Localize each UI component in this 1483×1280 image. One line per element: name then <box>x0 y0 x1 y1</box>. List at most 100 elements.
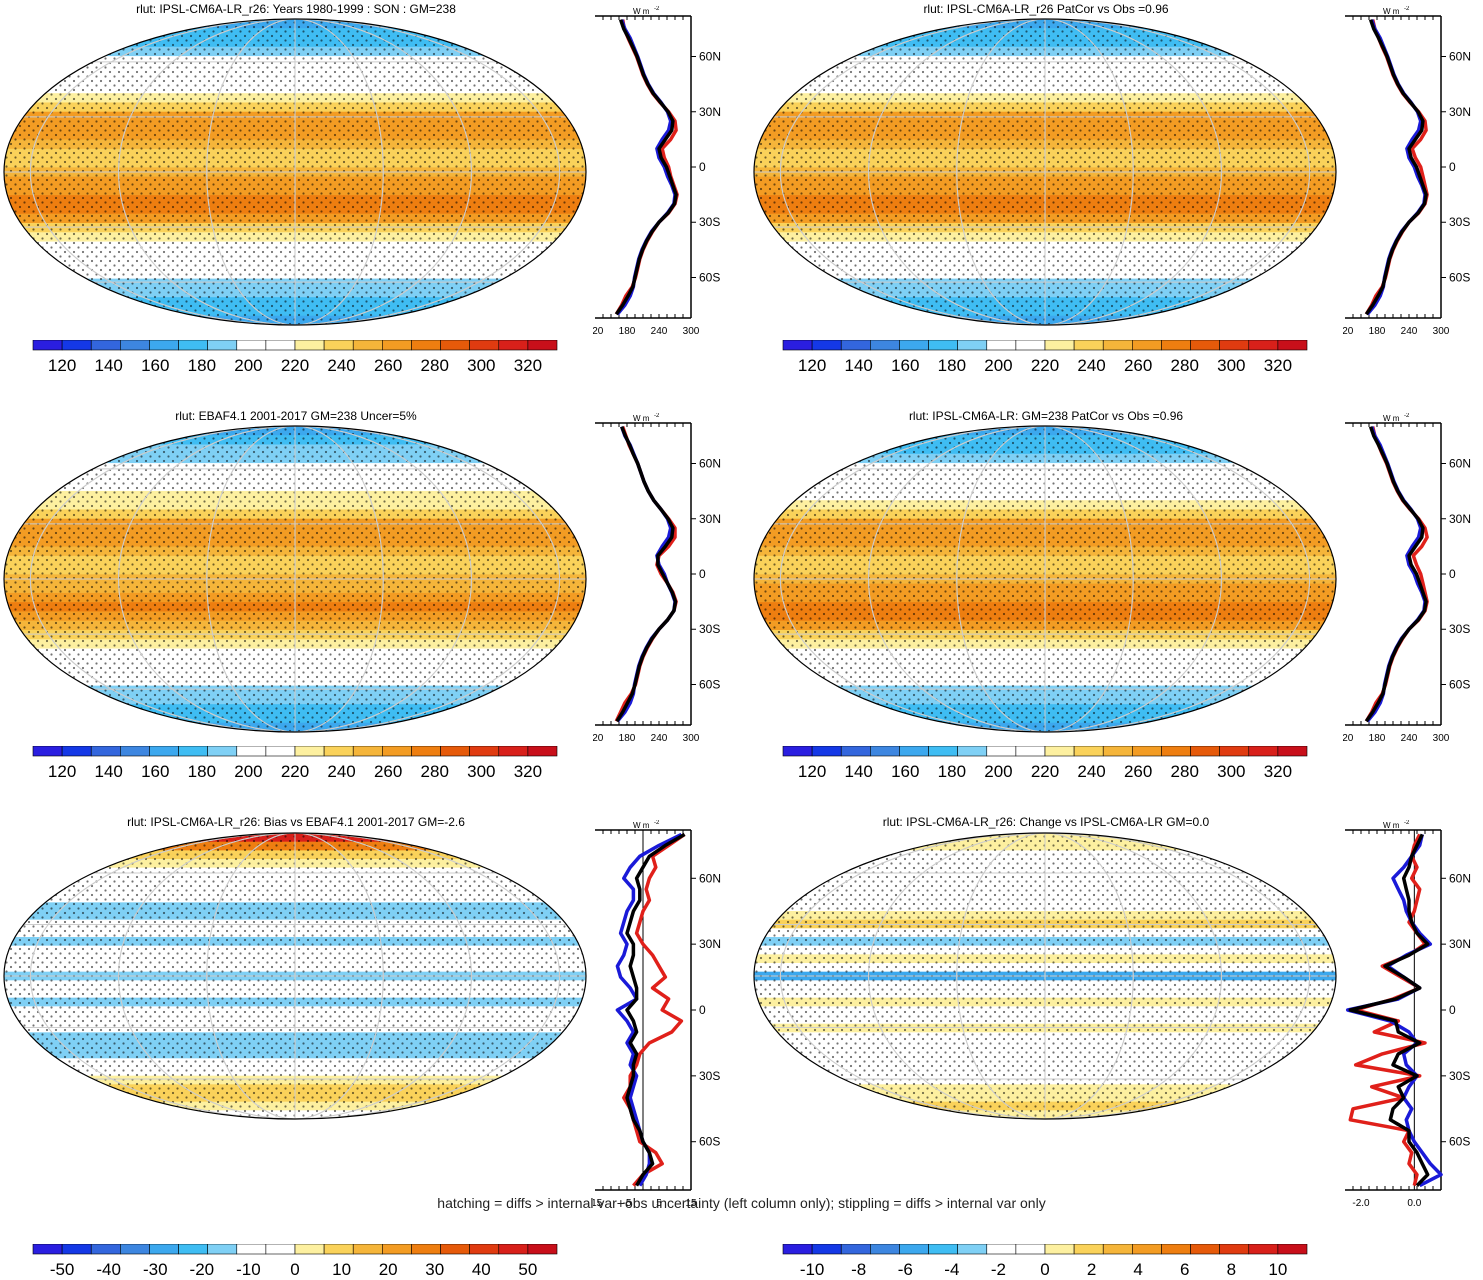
colorbar-swatch <box>91 1244 120 1254</box>
colorbar-swatch <box>870 340 899 350</box>
colorbar-tick: 160 <box>891 762 919 781</box>
colorbar-swatch <box>470 1244 499 1254</box>
colorbar-tick: 280 <box>421 762 449 781</box>
lat-tick-label: 0 <box>699 160 706 174</box>
colorbar-tick: 280 <box>421 356 449 375</box>
colorbar-swatch <box>295 746 324 756</box>
colorbar-swatch <box>1191 1244 1220 1254</box>
lat-tick-label: 60S <box>1449 677 1470 691</box>
colorbar-swatch <box>266 340 295 350</box>
zonal-x-tick-label: 180 <box>1369 733 1386 744</box>
units-exponent: -2 <box>654 413 660 419</box>
colorbar-swatch <box>841 1244 870 1254</box>
colorbar-swatch <box>149 746 178 756</box>
zonal-mean-line <box>1366 20 1426 315</box>
panel-title: rlut: IPSL-CM6A-LR_r26: Change vs IPSL-C… <box>746 815 1346 829</box>
colorbar-swatch <box>870 746 899 756</box>
colorbar-swatch <box>812 340 841 350</box>
colorbar-swatch <box>783 340 812 350</box>
zonal-x-tick-label: 300 <box>1433 733 1450 744</box>
colorbar-tick: -2 <box>991 1260 1006 1279</box>
units-label: W m <box>633 414 650 423</box>
colorbar-tick: 120 <box>48 356 76 375</box>
zonal-x-tick-label: 240 <box>651 326 668 337</box>
zonal-x-tick-label: 300 <box>683 326 700 337</box>
colorbar-tick: 50 <box>518 1260 537 1279</box>
colorbar-tick: 8 <box>1227 1260 1236 1279</box>
colorbar-swatch <box>1074 746 1103 756</box>
map-plot <box>750 830 1340 1122</box>
units-label: W m <box>1383 821 1400 830</box>
colorbar-swatch <box>1161 746 1190 756</box>
colorbar-tick: 180 <box>188 356 216 375</box>
colorbar-swatch <box>1278 1244 1307 1254</box>
zonal-x-tick-label: 120 <box>1343 326 1354 337</box>
map-plot <box>750 16 1340 328</box>
lat-tick-label: 30N <box>1449 937 1471 951</box>
lat-tick-label: 60S <box>699 270 720 284</box>
colorbar-tick: 180 <box>188 762 216 781</box>
colorbar-swatch <box>120 1244 149 1254</box>
lat-tick-label: 30N <box>1449 105 1471 119</box>
units-exponent: -2 <box>654 820 660 826</box>
colorbar-swatch <box>1016 340 1045 350</box>
colorbar-swatch <box>470 746 499 756</box>
colorbar-swatch <box>324 746 353 756</box>
colorbar-swatch <box>958 746 987 756</box>
colorbar-tick: 260 <box>374 356 402 375</box>
colorbar-swatch <box>812 1244 841 1254</box>
colorbar-swatch <box>1191 746 1220 756</box>
colorbar-swatch <box>411 340 440 350</box>
map-plot <box>0 423 590 735</box>
colorbar-tick: 300 <box>1217 356 1245 375</box>
units-label: W m <box>633 7 650 16</box>
colorbar-swatch <box>1278 340 1307 350</box>
colorbar-swatch <box>899 1244 928 1254</box>
colorbar-swatch <box>1249 1244 1278 1254</box>
colorbar-tick: 260 <box>1124 762 1152 781</box>
map-plot <box>0 830 590 1122</box>
colorbar-swatch <box>1191 340 1220 350</box>
colorbar-tick: 240 <box>1077 762 1105 781</box>
zonal-mean-line <box>616 427 676 722</box>
lat-tick-label: 30S <box>699 622 720 636</box>
lat-tick-label: 30S <box>1449 215 1470 229</box>
lat-tick-label: 30N <box>699 937 721 951</box>
panel-title: rlut: IPSL-CM6A-LR_r26: Bias vs EBAF4.1 … <box>0 815 596 829</box>
colorbar-swatch <box>237 746 266 756</box>
panel-title: rlut: IPSL-CM6A-LR_r26 PatCor vs Obs =0.… <box>746 2 1346 16</box>
colorbar-tick: 240 <box>327 356 355 375</box>
zonal-x-tick-label: 240 <box>1401 733 1418 744</box>
colorbar-tick: -20 <box>190 1260 215 1279</box>
lat-tick-label: 30S <box>1449 1069 1470 1083</box>
colorbar-swatch <box>958 1244 987 1254</box>
zonal-x-tick-label: 120 <box>593 733 604 744</box>
colorbar-swatch <box>987 340 1016 350</box>
colorbar-swatch <box>295 340 324 350</box>
colorbar-swatch <box>1074 1244 1103 1254</box>
colorbar-swatch <box>149 1244 178 1254</box>
colorbar-swatch <box>958 340 987 350</box>
colorbar-tick: 260 <box>374 762 402 781</box>
colorbar-swatch <box>411 1244 440 1254</box>
colorbar-tick: 120 <box>798 356 826 375</box>
colorbar-tick: 0 <box>1040 1260 1049 1279</box>
colorbar-swatch <box>1161 340 1190 350</box>
colorbar-swatch <box>382 1244 411 1254</box>
colorbar-swatch <box>528 340 557 350</box>
zonal-mean-line <box>617 427 676 722</box>
colorbar-swatch <box>987 1244 1016 1254</box>
colorbar-tick: 260 <box>1124 356 1152 375</box>
colorbar-tick: 180 <box>938 762 966 781</box>
colorbar-swatch <box>1132 1244 1161 1254</box>
colorbar-swatch <box>1249 746 1278 756</box>
lat-tick-label: 60N <box>1449 871 1471 885</box>
colorbar-tick: 300 <box>467 356 495 375</box>
colorbar-swatch <box>812 746 841 756</box>
lat-tick-label: 30S <box>699 215 720 229</box>
units-exponent: -2 <box>654 6 660 12</box>
colorbar-swatch <box>1103 340 1132 350</box>
